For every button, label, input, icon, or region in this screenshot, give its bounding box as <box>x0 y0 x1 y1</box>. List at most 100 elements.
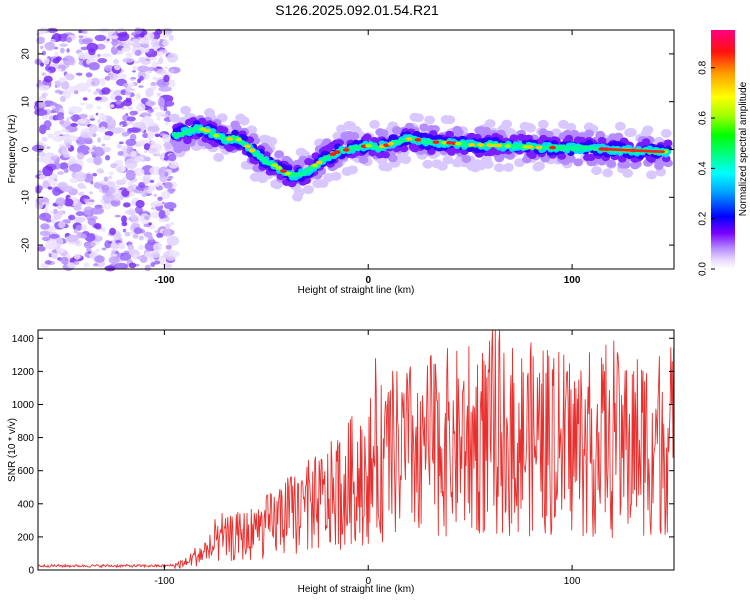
noise-blob <box>162 39 170 47</box>
noise-blob <box>95 248 100 253</box>
noise-blob <box>148 236 154 241</box>
noise-blob <box>87 89 92 93</box>
snr-y-ticks: 0 200 400 600 800 1000 1200 1400 <box>12 334 674 577</box>
noise-blob <box>108 256 120 265</box>
ridge-blob <box>240 134 249 142</box>
noise-blob <box>116 32 130 42</box>
noise-blob <box>144 215 150 221</box>
noise-blob <box>126 121 134 125</box>
ridge-blob <box>537 119 549 129</box>
ridge-peak <box>414 138 422 142</box>
noise-blob <box>134 27 143 35</box>
noise-blob <box>41 72 47 76</box>
noise-blob <box>107 176 113 180</box>
noise-blob <box>121 215 127 224</box>
noise-blob <box>64 135 79 142</box>
noise-blob <box>73 260 80 266</box>
noise-blob <box>112 90 123 96</box>
noise-blob <box>39 28 47 34</box>
noise-blob <box>161 134 171 143</box>
noise-blob <box>143 231 153 238</box>
noise-blob <box>153 46 158 51</box>
noise-blob <box>66 116 70 122</box>
ridge-blob <box>445 130 455 139</box>
ridge-peak <box>284 171 292 176</box>
ridge-blob <box>606 159 617 168</box>
noise-blob <box>103 176 109 182</box>
noise-blob <box>147 125 160 133</box>
noise-blob <box>37 101 46 108</box>
noise-blob <box>132 233 139 239</box>
noise-blob <box>120 252 125 257</box>
noise-blob <box>59 119 65 125</box>
noise-blob <box>134 49 142 56</box>
noise-blob <box>50 210 55 214</box>
noise-blob <box>41 236 51 242</box>
noise-blob <box>139 75 144 81</box>
x-tick-label: -100 <box>154 275 174 286</box>
noise-blob <box>165 121 170 126</box>
noise-blob <box>156 51 164 57</box>
noise-blob <box>41 92 49 98</box>
noise-blob <box>150 81 157 87</box>
noise-blob <box>125 138 137 146</box>
noise-blob <box>128 262 137 269</box>
noise-blob <box>157 97 165 108</box>
noise-blob <box>44 207 49 213</box>
figure-title: S126.2025.092.01.54.R21 <box>275 2 439 18</box>
noise-blob <box>85 103 94 110</box>
noise-blob <box>144 150 148 153</box>
noise-blob <box>156 232 164 238</box>
noise-blob <box>138 235 144 241</box>
noise-blob <box>114 164 126 173</box>
noise-blob <box>129 40 134 44</box>
ridge-blob <box>293 187 305 197</box>
noise-blob <box>126 94 131 99</box>
noise-blob <box>121 131 130 137</box>
y-tick-label: 200 <box>17 532 34 543</box>
ridge-peak <box>244 144 251 149</box>
noise-blob <box>97 57 108 64</box>
noise-blob <box>114 214 121 218</box>
ridge-blob <box>169 113 180 123</box>
noise-blob <box>150 141 156 144</box>
y-tick-label: 0 <box>28 566 34 577</box>
ridge-blob <box>388 154 398 163</box>
ridge-peak <box>387 142 395 146</box>
noise-blob <box>54 188 59 192</box>
noise-blob <box>158 58 164 65</box>
ridge-peak <box>365 143 373 148</box>
noise-blob <box>106 118 117 129</box>
ridge-blob <box>266 136 278 146</box>
noise-blob <box>163 181 173 189</box>
colorbar-tick-label: 0.0 <box>698 262 709 276</box>
noise-blob <box>52 57 60 64</box>
colorbar-gradient <box>711 30 735 269</box>
noise-blob <box>134 155 145 163</box>
noise-blob <box>126 187 133 192</box>
noise-blob <box>111 39 118 47</box>
colorbar-tick-label: 0.4 <box>698 161 709 175</box>
ridge-blob <box>614 121 626 131</box>
ridge-blob <box>180 105 191 115</box>
noise-blob <box>73 84 87 91</box>
noise-blob <box>132 65 137 71</box>
ridge-blob <box>437 161 448 171</box>
ridge-blob <box>238 116 250 126</box>
ridge-blob <box>525 123 536 133</box>
noise-blob <box>104 265 116 272</box>
ridge-blob <box>362 133 372 141</box>
colorbar-tick-label: 0.8 <box>698 60 709 74</box>
noise-blob <box>106 38 110 42</box>
noise-blob <box>126 116 136 122</box>
noise-blob <box>54 51 59 58</box>
noise-blob <box>91 81 95 86</box>
noise-blob <box>39 62 45 67</box>
ridge-blob <box>461 154 472 163</box>
noise-blob <box>49 225 56 229</box>
noise-blob <box>68 156 76 162</box>
noise-blob <box>100 198 105 203</box>
noise-blob <box>62 185 75 193</box>
noise-blob <box>84 137 93 145</box>
noise-blob <box>51 252 58 259</box>
